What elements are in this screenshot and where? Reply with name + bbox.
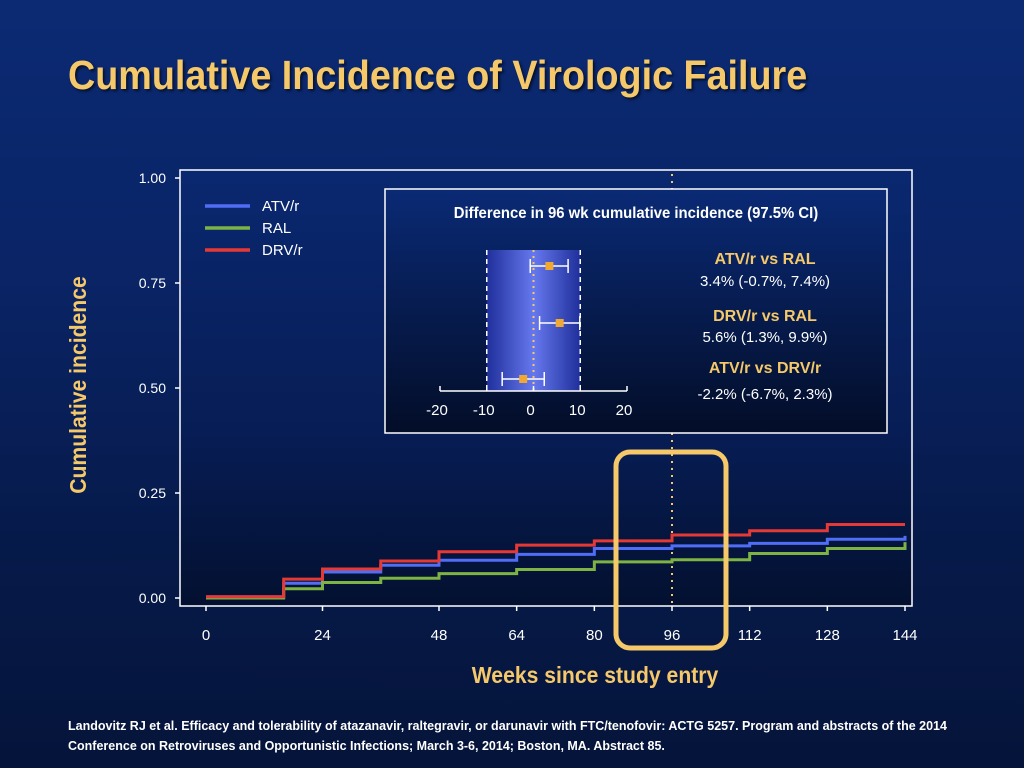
inset-tick-label: -20 (426, 402, 448, 419)
point-estimate-marker (545, 262, 554, 270)
x-tick-label: 144 (892, 627, 917, 644)
equivalence-band (486, 250, 581, 391)
x-tick-label: 80 (586, 627, 603, 644)
inset-tick-label: -10 (473, 402, 495, 419)
inset-title: Difference in 96 wk cumulative incidence… (454, 205, 818, 223)
series-line-ral (206, 542, 907, 600)
y-axis-label: Cumulative incidence (65, 276, 91, 494)
legend-label: DRV/r (262, 242, 303, 259)
x-tick-label: 128 (815, 627, 840, 644)
comparison-label: DRV/r vs RAL (713, 308, 817, 325)
point-estimate-marker (555, 319, 564, 327)
x-tick-label: 64 (508, 627, 525, 644)
citation: Landovitz RJ et al. Efficacy and tolerab… (68, 719, 947, 753)
y-tick-label: 0.00 (139, 590, 166, 606)
y-tick-label: 1.00 (139, 170, 166, 186)
comparison-label: ATV/r vs RAL (714, 251, 815, 268)
week-96-highlight-box (613, 449, 729, 651)
comparison-label: ATV/r vs DRV/r (709, 360, 821, 377)
inset-panel (384, 188, 888, 434)
legend-label: RAL (262, 220, 291, 237)
y-tick-label: 0.25 (139, 485, 166, 501)
inset-tick-label: 20 (616, 402, 633, 419)
slide-title: Cumulative Incidence of Virologic Failur… (68, 52, 808, 98)
x-tick-label: 96 (664, 627, 681, 644)
point-estimate-marker (519, 375, 528, 383)
series-line-drv-r (206, 523, 905, 599)
x-tick-label: 48 (431, 627, 448, 644)
comparison-value: 5.6% (1.3%, 9.9%) (702, 329, 827, 346)
x-axis-label: Weeks since study entry (471, 662, 719, 688)
x-tick-label: 112 (738, 627, 762, 644)
inset-tick-label: 0 (526, 402, 534, 419)
y-tick-label: 0.75 (139, 275, 166, 291)
inset-tick-label: 10 (569, 402, 586, 419)
comparison-value: 3.4% (-0.7%, 7.4%) (700, 273, 830, 290)
x-tick-label: 0 (202, 627, 210, 644)
y-tick-label: 0.50 (139, 380, 166, 396)
legend-label: ATV/r (262, 198, 299, 215)
comparison-value: -2.2% (-6.7%, 2.3%) (697, 386, 832, 403)
x-tick-label: 24 (314, 627, 331, 644)
